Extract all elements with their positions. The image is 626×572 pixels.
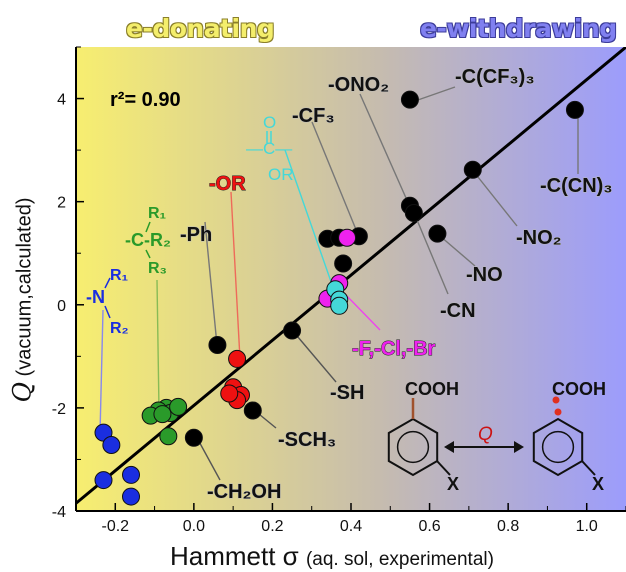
substituent-label: -SH <box>330 382 364 404</box>
substituent-label: -Ph <box>180 224 212 246</box>
amine-bond <box>104 305 111 319</box>
substituent-label: -C(CN)₃ <box>540 175 613 197</box>
data-point-black <box>243 401 262 420</box>
right-substituent-bond <box>581 460 596 476</box>
annotation-leader-line <box>156 279 160 411</box>
data-point-black <box>400 90 419 109</box>
arrow-q-label: Q <box>478 424 493 445</box>
substituent-label: -CH₂OH <box>207 481 281 503</box>
arrow-head-left <box>444 441 454 453</box>
annotation-leader-line <box>341 290 381 331</box>
right-substituent-label: X <box>592 474 604 494</box>
data-point-black <box>404 204 423 223</box>
electron-donating-label: e-donating <box>126 14 275 43</box>
annotation-leader-line <box>311 121 358 233</box>
x-axis-title-main: Hammett σ <box>170 541 299 571</box>
y-tick-label: 2 <box>57 195 66 212</box>
left-substituent-label: X <box>447 474 459 494</box>
data-point-black <box>463 160 482 179</box>
alkyl-r1-label: R₁ <box>148 205 167 222</box>
left-benzene-ring-aromatic <box>396 430 430 464</box>
left-substituent-bond <box>436 460 451 476</box>
annotation-leader-line <box>204 221 218 346</box>
data-point-black <box>428 224 447 243</box>
data-point-black <box>565 100 584 119</box>
x-tick-label: 0.2 <box>261 518 283 535</box>
data-point-blue <box>102 436 121 455</box>
annotation-leader-line <box>230 191 241 360</box>
substituent-label: -NO <box>466 264 503 286</box>
annotation-leader-line <box>439 235 476 267</box>
right-benzene-ring-aromatic <box>541 430 575 464</box>
amine-r1-label: R₁ <box>110 267 129 284</box>
right-radical-dot <box>552 396 560 404</box>
data-point-blue <box>122 487 140 506</box>
data-point-green <box>159 427 178 446</box>
x-tick-label: 0.8 <box>497 518 519 535</box>
data-point-red <box>228 349 247 368</box>
r-squared-label: r²= 0.90 <box>110 89 181 111</box>
data-point-blue <box>122 465 140 484</box>
alkyl-carbon-label: -C-R₂ <box>125 230 171 250</box>
data-point-green <box>153 405 172 424</box>
alkyl-r3-label: R₃ <box>148 260 167 277</box>
data-point-cyan <box>330 296 349 315</box>
y-axis-title: Q (vacuum,calculated) <box>8 197 37 402</box>
y-tick-label: -4 <box>52 504 66 521</box>
y-axis-title-sub: (vacuum,calculated) <box>13 197 36 377</box>
x-tick-label: -0.2 <box>101 518 129 535</box>
fit-line <box>76 47 626 505</box>
annotation-leader-line <box>411 207 449 295</box>
substituent-label: -SCH₃ <box>278 429 336 451</box>
x-axis-title-sub: (aq. sol, experimental) <box>305 549 494 570</box>
electron-withdrawing-label: e-withdrawing <box>420 14 617 43</box>
alkyl-bond <box>145 249 151 259</box>
substituent-label: -OR <box>209 173 246 195</box>
annotation-leader-line <box>473 171 518 227</box>
amine-nitrogen-label: -N <box>86 287 105 307</box>
amine-r2-label: R₂ <box>110 320 129 337</box>
x-tick-label: 0.0 <box>183 518 205 535</box>
right-carboxyl-label: COOH <box>552 379 606 399</box>
data-point-black <box>334 254 353 273</box>
substituent-label: -CF₃ <box>292 105 335 127</box>
substituent-label: -ONO₂ <box>328 74 389 96</box>
annotation-leader-line <box>99 309 104 435</box>
x-axis-title: Hammett σ (aq. sol, experimental) <box>170 541 494 572</box>
substituent-label: -NO₂ <box>516 227 562 249</box>
y-tick-label: 0 <box>57 298 66 315</box>
left-benzene-ring <box>387 417 439 477</box>
annotation-leader-line <box>284 149 337 297</box>
data-point-black <box>184 428 203 447</box>
data-point-black <box>208 335 227 354</box>
ester-oxygen-label: O <box>263 113 276 132</box>
right-radical-dot <box>554 408 562 416</box>
substituent-label: -F,-Cl,-Br <box>352 338 436 360</box>
x-tick-label: 1.0 <box>576 518 598 535</box>
data-point-magenta <box>338 228 357 247</box>
arrow-head-right <box>514 441 524 453</box>
alkyl-bond <box>145 221 151 233</box>
substituent-label: -C(CF₃)₃ <box>455 66 535 88</box>
ester-carbon-label: —C— <box>246 139 292 158</box>
data-point-red <box>220 384 239 403</box>
right-benzene-ring <box>532 417 584 477</box>
y-tick-label: 4 <box>57 92 66 109</box>
x-tick-label: 0.4 <box>340 518 362 535</box>
y-tick-label: -2 <box>52 401 66 418</box>
ester-or-label: OR <box>268 165 294 184</box>
y-axis-title-main: Q <box>7 382 37 403</box>
data-point-green <box>169 397 188 416</box>
annotation-leader-line <box>359 93 411 208</box>
data-point-blue <box>94 471 113 490</box>
substituent-label: -CN <box>440 300 476 322</box>
left-carboxyl-label: COOH <box>405 379 459 399</box>
amine-bond <box>104 277 111 289</box>
x-tick-label: 0.6 <box>418 518 440 535</box>
annotation-leader-line <box>291 329 337 383</box>
data-point-black <box>283 321 302 340</box>
annotation-leader-line <box>414 86 456 102</box>
